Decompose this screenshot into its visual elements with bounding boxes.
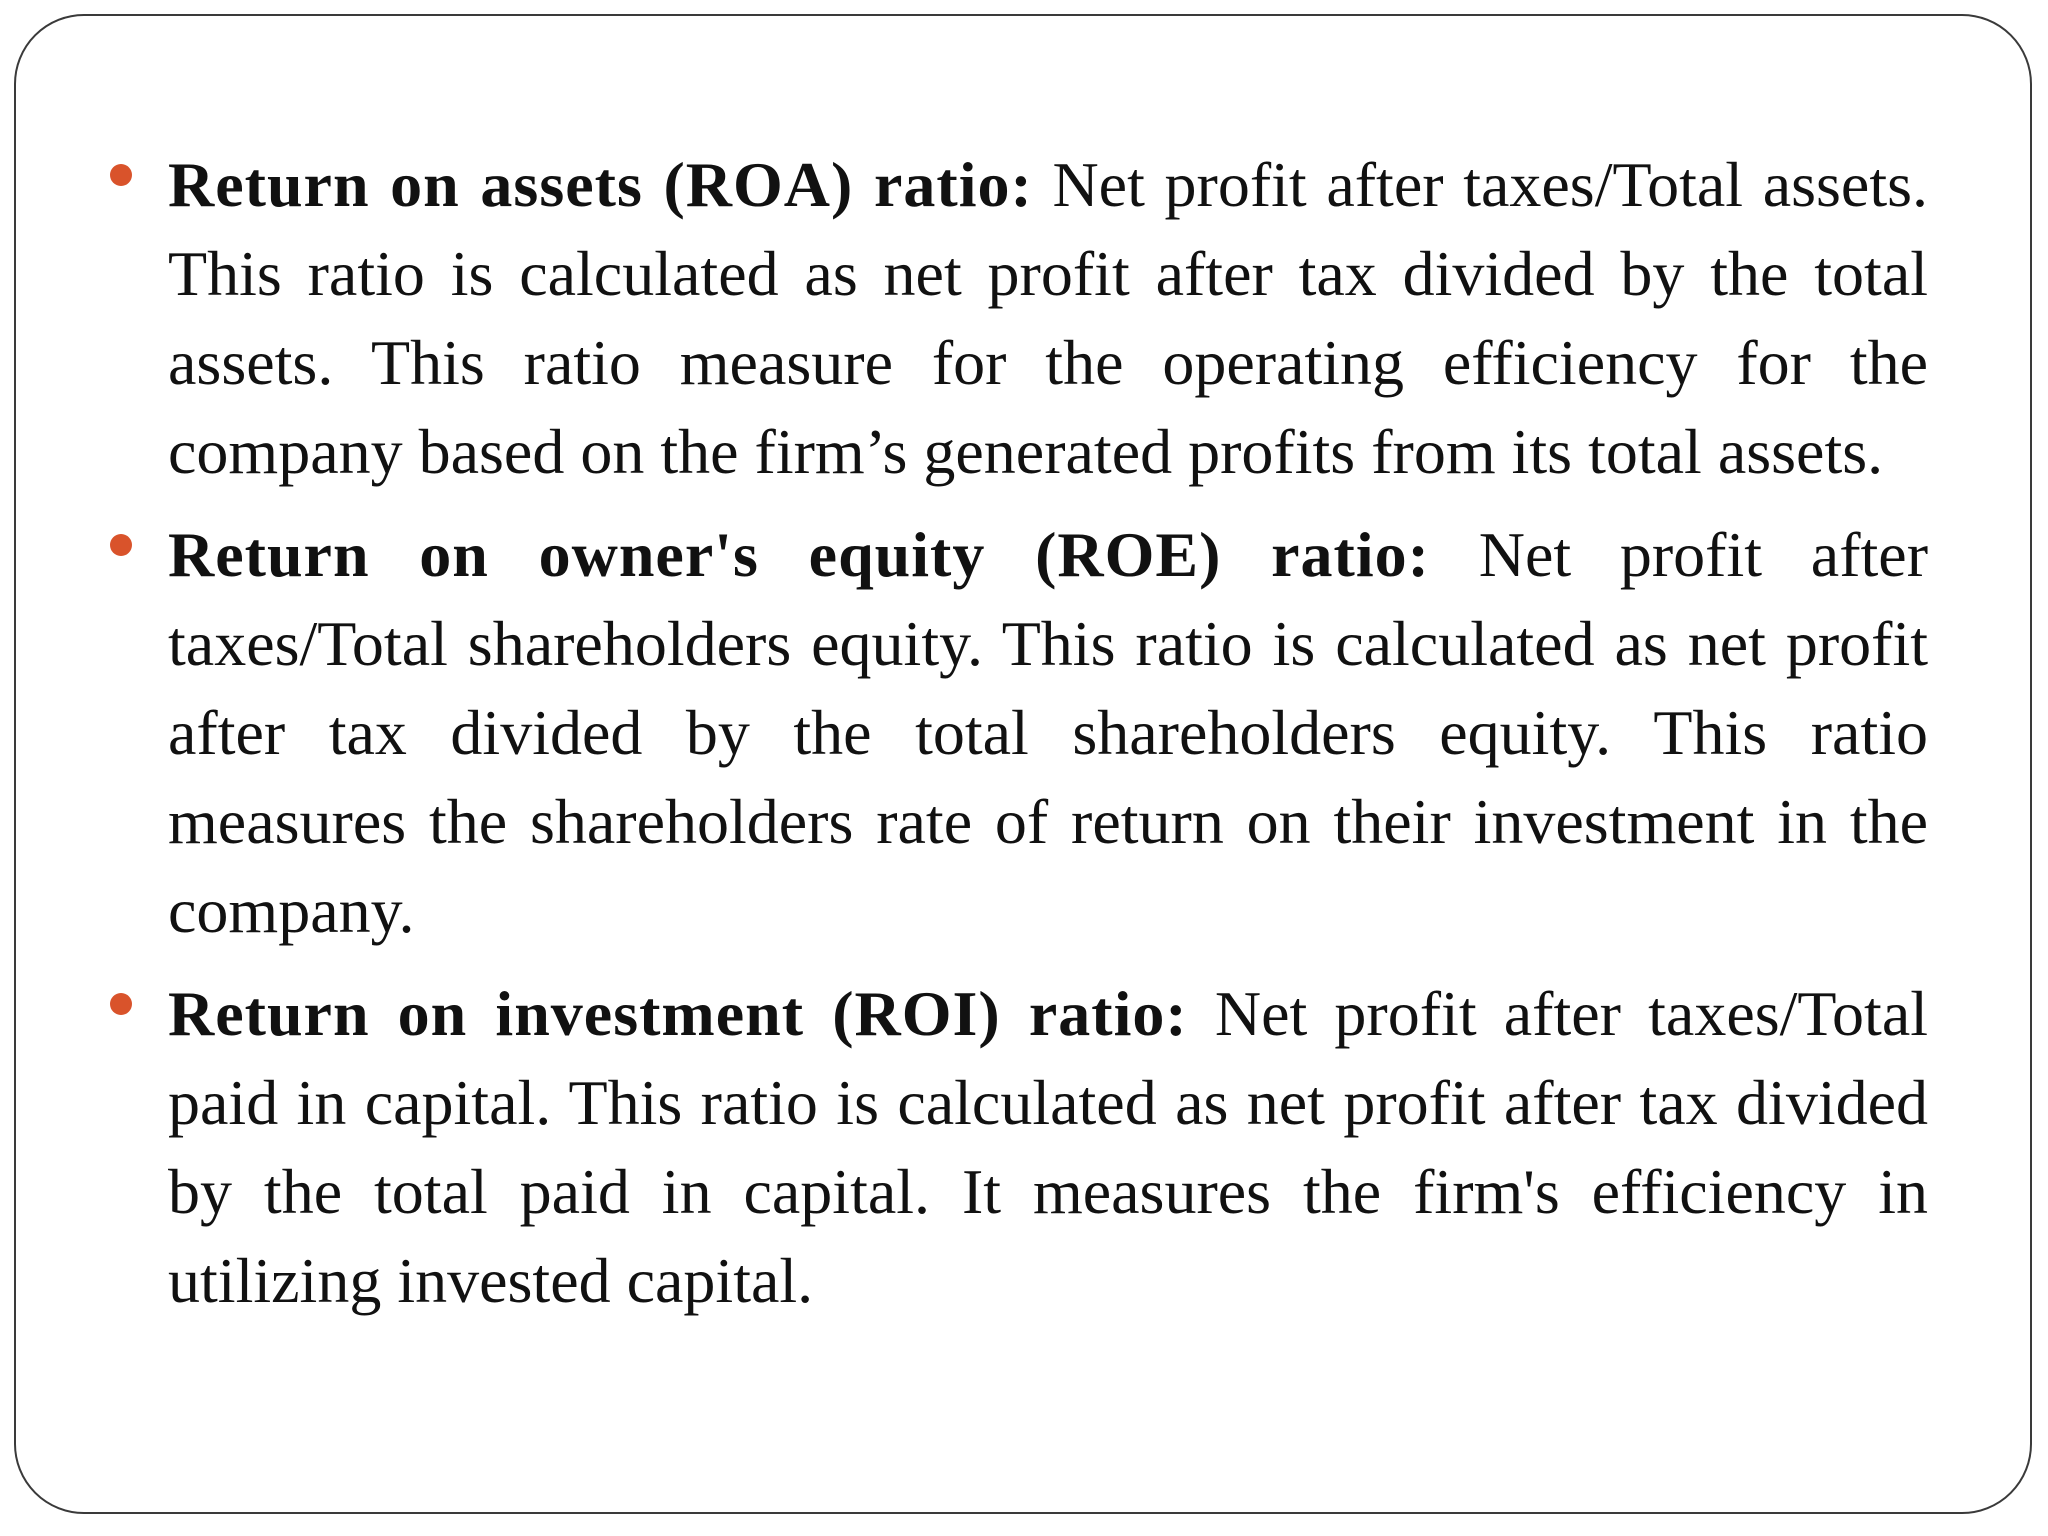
slide-frame: [14, 14, 2032, 1514]
bullet-dot-icon: [110, 164, 132, 186]
term-roa: Return on assets (ROA) ratio:: [168, 149, 1033, 220]
term-roi: Return on investment (ROI) ratio:: [168, 978, 1188, 1049]
definition-roa: Net profit after taxes/Total assets. Thi…: [168, 149, 1929, 487]
bullet-dot-icon: [110, 534, 132, 556]
bullet-item-roe: Return on owner's equity (ROE) ratio: Ne…: [108, 510, 1928, 955]
bullet-list: Return on assets (ROA) ratio: Net profit…: [108, 140, 1928, 1339]
term-roe: Return on owner's equity (ROE) ratio:: [168, 519, 1430, 590]
definition-roe: Net profit after taxes/Total shareholder…: [168, 519, 1929, 946]
bullet-dot-icon: [110, 993, 132, 1015]
definition-roi: Net profit after taxes/Total paid in cap…: [168, 978, 1929, 1316]
bullet-item-roa: Return on assets (ROA) ratio: Net profit…: [108, 140, 1928, 496]
bullet-item-roi: Return on investment (ROI) ratio: Net pr…: [108, 969, 1928, 1325]
